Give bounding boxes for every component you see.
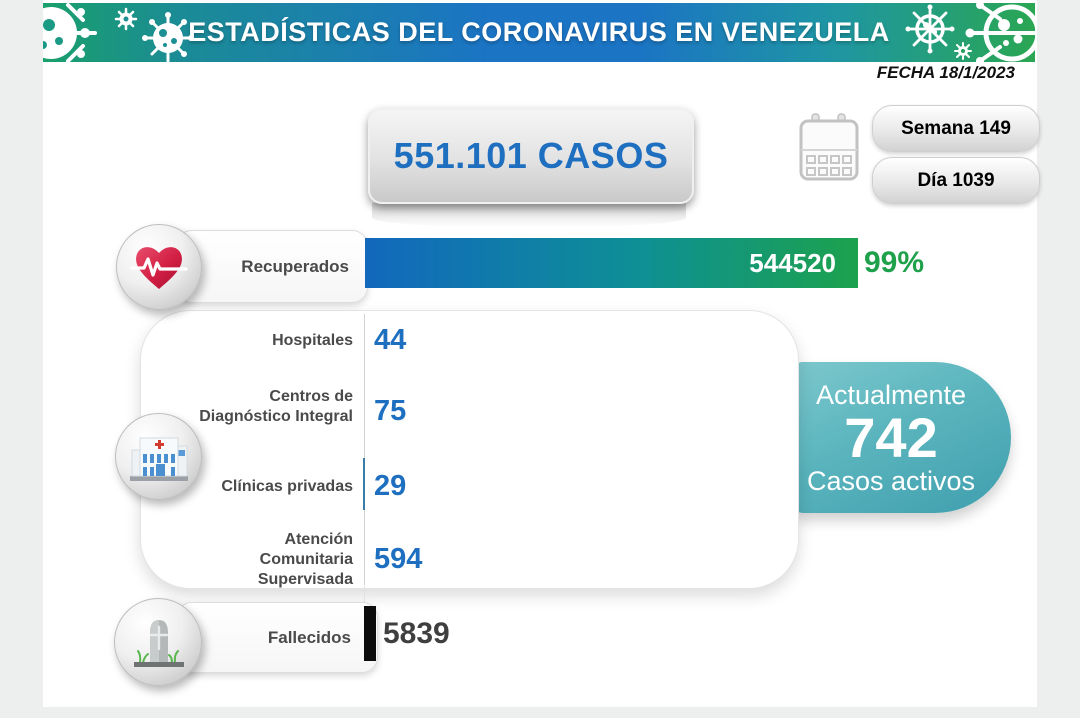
page-title: ESTADÍSTICAS DEL CORONAVIRUS EN VENEZUEL… [188, 17, 890, 47]
tombstone-icon [134, 620, 184, 667]
recovered-bar: 544520 [365, 238, 858, 288]
facility-value-hospitales: 44 [374, 324, 407, 356]
axis-line-extension [364, 586, 365, 606]
facility-label-acs: Atención Comunitaria Supervisada [257, 531, 353, 588]
facility-value-clinicas: 29 [374, 470, 407, 502]
active-cases-subcaption: Casos activos [806, 465, 976, 496]
deceased-bar [364, 606, 376, 661]
facility-value-acs: 594 [374, 543, 423, 575]
week-badge: Semana 149 [872, 105, 1040, 152]
report-date: FECHA 18/1/2023 [876, 63, 1015, 82]
total-cases-box: 551.101 CASOS [368, 108, 694, 204]
total-box-reflection [372, 203, 686, 227]
hospital-icon [129, 437, 188, 481]
facility-label-cdi: Centros de Diagnóstico Integral [199, 388, 353, 425]
deceased-label: Fallecidos [267, 627, 351, 647]
recovered-value: 544520 [749, 247, 836, 278]
axis-line [364, 314, 365, 585]
facilities-badge [115, 413, 202, 500]
day-badge: Día 1039 [872, 157, 1040, 204]
deceased-badge [114, 598, 202, 686]
recovered-badge [116, 224, 202, 310]
title-banner: ESTADÍSTICAS DEL CORONAVIRUS EN VENEZUEL… [43, 3, 1035, 62]
active-cases-caption: Actualmente [815, 379, 967, 410]
recovered-label: Recuperados [241, 256, 349, 276]
virus-icon [43, 3, 193, 62]
deceased-value: 5839 [383, 616, 450, 650]
active-cases-box: Actualmente 742 Casos activos [793, 362, 1011, 513]
facility-label-hospitales: Hospitales [272, 332, 353, 349]
facility-value-cdi: 75 [374, 395, 407, 427]
axis-tick-blue [363, 458, 365, 510]
recovered-percent: 99% [864, 246, 925, 279]
facility-label-clinicas: Clínicas privadas [221, 478, 353, 495]
heart-ekg-icon [130, 247, 188, 289]
virus-icon [905, 3, 1035, 62]
facilities-panel [140, 310, 799, 589]
active-cases-value: 742 [844, 405, 938, 469]
deceased-label-box: Fallecidos [176, 602, 378, 673]
total-cases-value: 551.101 CASOS [393, 135, 669, 176]
recovered-label-box: Recuperados [176, 230, 368, 303]
day-label: Día 1039 [917, 169, 995, 191]
week-label: Semana 149 [901, 117, 1011, 139]
calendar-icon [799, 113, 859, 181]
